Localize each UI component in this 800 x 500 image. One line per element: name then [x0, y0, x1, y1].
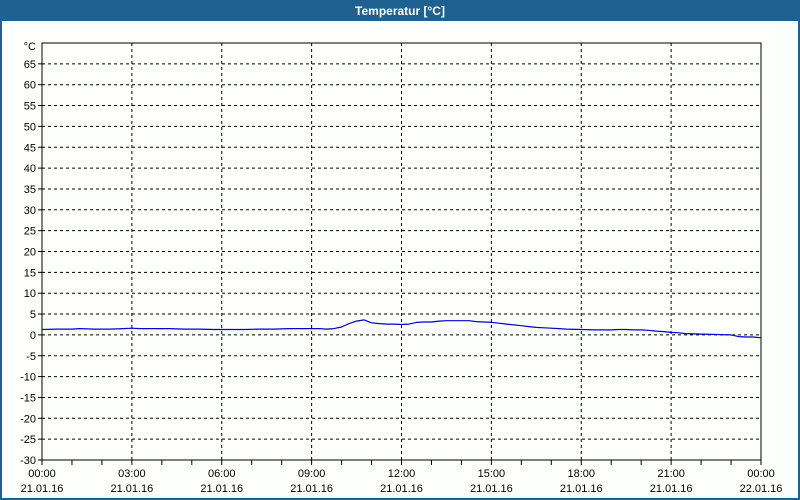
y-tick-label: -15 [20, 392, 36, 404]
chart-content-area: 65 60 55 50 45 40 35 30 25 20 15 10 5 0 -5 -10 -15 -20 -25… [2, 21, 798, 498]
x-tick-date-label: 21.01.16 [110, 483, 153, 495]
y-tick-label: -20 [20, 413, 36, 425]
y-tick-label: 50 [24, 121, 36, 133]
x-tick-time-label: 00:00 [28, 468, 56, 480]
y-tick-label: -10 [20, 372, 36, 384]
y-tick-label: 35 [24, 184, 36, 196]
x-tick-time-label: 06:00 [208, 468, 236, 480]
window-title: Temperatur [°C] [355, 4, 445, 18]
x-tick-time-label: 09:00 [298, 468, 326, 480]
y-tick-label: 60 [24, 80, 36, 92]
y-tick-label: 65 [24, 59, 36, 71]
x-tick-time-label: 18:00 [567, 468, 595, 480]
y-tick-label: 10 [24, 288, 36, 300]
x-tick-date-label: 21.01.16 [200, 483, 243, 495]
y-tick-label: 0 [30, 330, 36, 342]
x-tick-date-label: 21.01.16 [650, 483, 693, 495]
y-tick-label: 5 [30, 309, 36, 321]
y-tick-label: 45 [24, 142, 36, 154]
plot-border [41, 42, 762, 461]
temperature-chart: 65605550454035302520151050-5-10-15-20-25… [20, 41, 783, 495]
x-tick-time-label: 12:00 [388, 468, 416, 480]
x-tick-time-label: 21:00 [657, 468, 685, 480]
x-tick-date-label: 21.01.16 [290, 483, 333, 495]
y-tick-label: 15 [24, 267, 36, 279]
y-tick-label: 30 [24, 205, 36, 217]
y-tick-label: 40 [24, 163, 36, 175]
y-tick-label: 20 [24, 247, 36, 259]
window-titlebar[interactable]: Temperatur [°C] [2, 2, 798, 21]
y-axis-unit-label: °C [24, 41, 36, 53]
x-tick-date-label: 21.01.16 [560, 483, 603, 495]
y-tick-label: -30 [20, 455, 36, 467]
temperature-series-line [41, 319, 762, 339]
y-tick-label: 55 [24, 101, 36, 113]
x-tick-time-label: 03:00 [118, 468, 146, 480]
y-tick-label: 25 [24, 226, 36, 238]
y-tick-label: -5 [26, 351, 36, 363]
x-tick-time-label: 15:00 [478, 468, 506, 480]
x-tick-date-label: 21.01.16 [470, 483, 513, 495]
y-tick-label: -25 [20, 434, 36, 446]
x-tick-date-label: 21.01.16 [21, 483, 64, 495]
x-tick-date-label: 21.01.16 [380, 483, 423, 495]
x-tick-date-label: 22.01.16 [740, 483, 783, 495]
x-tick-time-label: 00:00 [747, 468, 775, 480]
